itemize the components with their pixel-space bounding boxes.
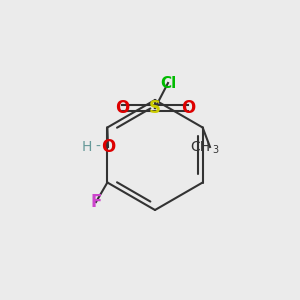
Text: -: - (95, 140, 100, 154)
Text: 3: 3 (212, 145, 218, 155)
Text: F: F (90, 193, 102, 211)
Text: O: O (115, 99, 129, 117)
Text: S: S (149, 99, 161, 117)
Text: CH: CH (190, 140, 210, 154)
Text: O: O (181, 99, 195, 117)
Text: Cl: Cl (160, 76, 176, 91)
Text: O: O (101, 138, 115, 156)
Text: H: H (82, 140, 92, 154)
